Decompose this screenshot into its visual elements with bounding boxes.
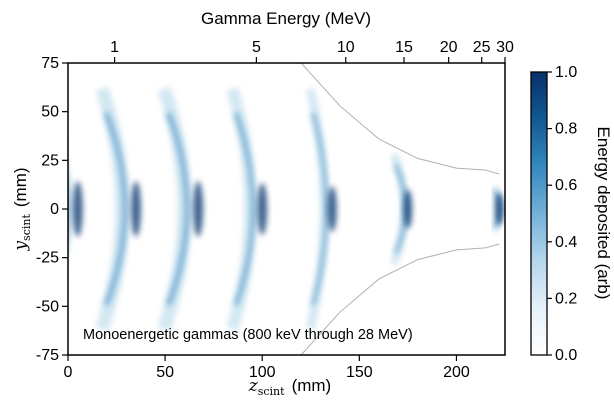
colorbar-tick-label: 0.4 xyxy=(555,234,577,251)
y-axis-symbol: y xyxy=(11,241,31,252)
deposition-band xyxy=(157,86,204,332)
y-tick-label: 25 xyxy=(41,152,59,169)
colorbar-title: Energy deposited (arb) xyxy=(594,127,613,300)
top-axis-title: Gamma Energy (MeV) xyxy=(201,9,371,28)
acceptance-envelope-lower xyxy=(300,243,500,355)
y-axis-unit: (mm) xyxy=(11,167,30,207)
top-tick-label: 5 xyxy=(252,39,261,56)
top-tick-label: 1 xyxy=(110,39,119,56)
y-tick-label: -75 xyxy=(36,347,59,364)
x-axis-symbol: z xyxy=(248,376,259,396)
colorbar-tick-label: 0.8 xyxy=(555,121,577,138)
x-axis-subscript: scint xyxy=(258,385,285,398)
deposition-band xyxy=(68,166,83,252)
x-tick-label: 100 xyxy=(249,364,276,381)
y-axis-subscript: scint xyxy=(20,214,33,241)
x-tick-label: 50 xyxy=(156,364,174,381)
y-tick-label: 50 xyxy=(41,104,59,121)
deposition-bands xyxy=(68,86,504,332)
annotation-text: Monoenergetic gammas (800 keV through 28… xyxy=(83,327,413,343)
colorbar-tick-label: 0.6 xyxy=(555,177,577,194)
deposition-band xyxy=(390,152,413,266)
acceptance-envelope-upper xyxy=(300,63,500,175)
top-axis-ticks: 1 5 10 15 20 25 30 xyxy=(110,39,514,63)
colorbar-tick-label: 0.0 xyxy=(555,347,577,364)
x-tick-label: 0 xyxy=(64,364,73,381)
deposition-band xyxy=(95,86,141,332)
deposition-band xyxy=(305,88,337,330)
y-axis-ticks: 75 50 25 0 -25 -50 -75 xyxy=(36,55,68,364)
colorbar-ticks: 1.0 0.8 0.6 0.4 0.2 0.0 xyxy=(547,64,577,364)
top-tick-label: 20 xyxy=(440,39,458,56)
deposition-band xyxy=(226,87,268,331)
top-tick-label: 25 xyxy=(473,39,491,56)
x-axis-title: zscint (mm) xyxy=(248,376,331,398)
x-axis-unit: (mm) xyxy=(292,376,332,395)
x-axis-ticks: 0 50 100 150 200 xyxy=(64,355,470,381)
x-tick-label: 150 xyxy=(346,364,373,381)
top-tick-label: 30 xyxy=(496,39,514,56)
top-tick-label: 15 xyxy=(395,39,413,56)
colorbar xyxy=(530,71,548,356)
y-tick-label: -50 xyxy=(36,298,59,315)
top-tick-label: 10 xyxy=(337,39,355,56)
y-tick-label: 75 xyxy=(41,55,59,72)
y-tick-label: -25 xyxy=(36,250,59,267)
y-axis-title: yscint (mm) xyxy=(11,167,33,251)
x-tick-label: 200 xyxy=(443,364,470,381)
colorbar-tick-label: 0.2 xyxy=(555,290,577,307)
deposition-band xyxy=(490,185,504,233)
colorbar-tick-label: 1.0 xyxy=(555,64,577,81)
y-tick-label: 0 xyxy=(50,201,59,218)
